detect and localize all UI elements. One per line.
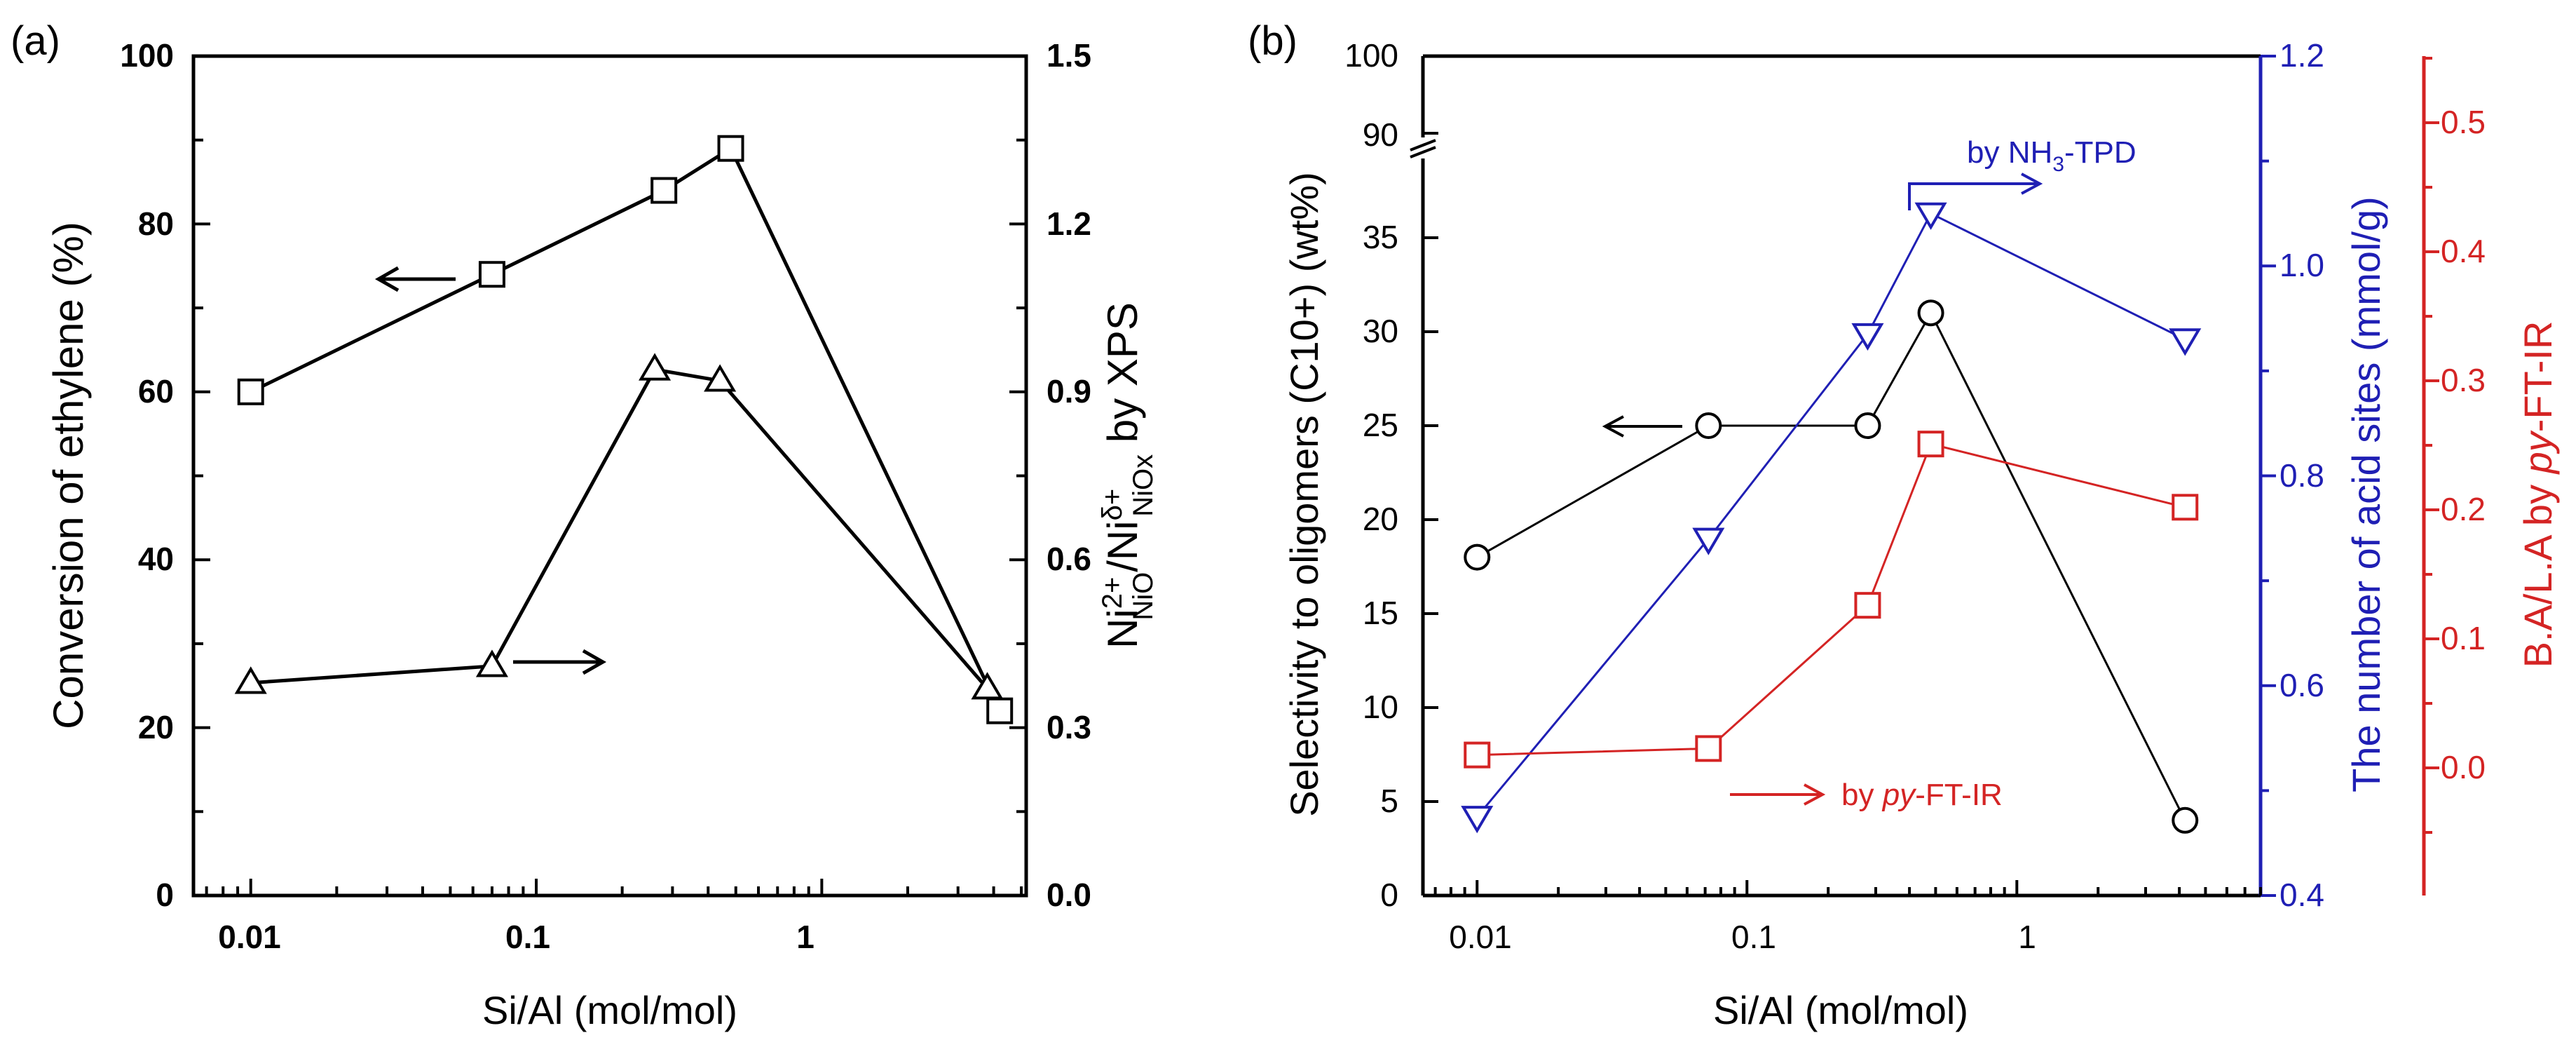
- b-series-1-point: [1914, 202, 1947, 230]
- a-series-0-point: [478, 261, 505, 288]
- a-right-tick-2: 0.6: [1047, 541, 1091, 577]
- b-left-tick-90: 90: [1363, 116, 1398, 153]
- panel-a: (a) 0 20 40 60 80 100 0.0 0.3 0.6 0.9 1.…: [11, 18, 1159, 1032]
- b-left-axis-title: Selectivity to oligomers (C10+) (wt%): [1282, 172, 1326, 817]
- b-arrow-py: [1730, 783, 1826, 806]
- a-left-tick-80: 80: [138, 205, 174, 242]
- panel-a-plot-frame: [191, 54, 1028, 898]
- b-right1-tick-0.8: 0.8: [2279, 457, 2324, 494]
- b-series-2-point: [1854, 592, 1881, 619]
- panel-b-right-axis-1-ticks: [2261, 55, 2276, 897]
- b-x-tick-0.1: 0.1: [1731, 919, 1776, 955]
- a-x-tick-0.1: 0.1: [505, 919, 550, 955]
- a-right-tick-1: 0.3: [1047, 709, 1091, 745]
- b-right1-tick-1.0: 1.0: [2279, 247, 2324, 283]
- b-right1-tick-0.6: 0.6: [2279, 667, 2324, 703]
- b-right1-tick-0.4: 0.4: [2279, 877, 2324, 913]
- b-series-1-point: [1461, 806, 1494, 834]
- b-series-0-point: [2172, 806, 2199, 834]
- a-right-tick-0: 0.0: [1047, 877, 1091, 913]
- a-left-tick-20: 20: [138, 709, 174, 745]
- b-left-tick-5: 5: [1380, 783, 1398, 819]
- panel-b-right-axis-2-ticks: [2424, 57, 2439, 834]
- panel-a-label: (a): [11, 18, 60, 64]
- b-left-tick-0: 0: [1380, 877, 1398, 913]
- b-series-2-point: [1464, 741, 1491, 769]
- b-x-tick-0.01: 0.01: [1449, 919, 1512, 955]
- b-series-1-point: [1851, 323, 1884, 351]
- b-right-axis-1-title: The number of acid sites (mmol/g): [2344, 196, 2388, 792]
- b-left-tick-25: 25: [1363, 407, 1398, 443]
- b-annotation-py-ftir: by py-FT-IR: [1841, 778, 2003, 812]
- b-x-axis-title: Si/Al (mol/mol): [1713, 988, 1968, 1032]
- panel-a-x-axis-ticks: [205, 879, 1023, 896]
- panel-b-x-axis-ticks: [1433, 880, 2262, 896]
- a-right-tick-5: 1.5: [1047, 37, 1091, 74]
- b-left-tick-30: 30: [1363, 313, 1398, 349]
- b-series-line-2: [1477, 442, 2186, 757]
- b-right2-tick-0.1: 0.1: [2441, 620, 2486, 656]
- b-right2-tick-0.4: 0.4: [2441, 233, 2486, 269]
- b-series-2-point: [1917, 431, 1944, 458]
- a-left-axis-title: Conversion of ethylene (%): [45, 222, 92, 729]
- panel-a-left-axis-ticks: [193, 55, 210, 897]
- b-series-0-point: [1695, 412, 1722, 439]
- b-right2-tick-0.3: 0.3: [2441, 362, 2486, 398]
- b-series-0-point: [1464, 543, 1491, 571]
- a-x-axis-title: Si/Al (mol/mol): [482, 988, 737, 1032]
- b-series-line-1: [1476, 212, 2186, 818]
- a-series-0-point: [986, 697, 1014, 724]
- b-right2-tick-0.2: 0.2: [2441, 491, 2486, 527]
- a-x-tick-1: 1: [796, 919, 815, 955]
- b-right2-tick-0.0: 0.0: [2441, 749, 2486, 785]
- a-right-tick-3: 0.9: [1047, 373, 1091, 410]
- b-series-0-point: [1854, 412, 1881, 439]
- b-right-axis-2-title: B.A/L.A by py-FT-IR: [2516, 321, 2560, 668]
- a-series-1-point: [971, 672, 1004, 700]
- a-series-1-point: [234, 666, 267, 694]
- b-series-line-0: [1476, 311, 2186, 821]
- b-left-tick-15: 15: [1363, 595, 1398, 631]
- a-left-tick-0: 0: [156, 877, 174, 913]
- a-arrow-to-right-axis: [513, 649, 607, 675]
- a-series-line-1: [250, 367, 989, 690]
- a-series-0-point: [650, 177, 678, 204]
- panel-b-frame: [1410, 54, 2261, 898]
- a-series-1-point: [475, 649, 508, 677]
- a-series-1-point: [704, 364, 737, 392]
- b-arrow-to-left-axis: [1602, 415, 1682, 438]
- b-series-2-point: [2172, 494, 2199, 521]
- b-series-0-point: [1917, 299, 1944, 327]
- b-left-tick-35: 35: [1363, 219, 1398, 255]
- b-left-tick-10: 10: [1363, 689, 1398, 725]
- panel-b-label: (b): [1248, 18, 1297, 64]
- panel-a-right-axis-ticks: [1009, 55, 1026, 897]
- a-series-1-point: [639, 353, 672, 381]
- panel-b-series: [1461, 202, 2202, 834]
- a-x-tick-0.01: 0.01: [218, 919, 281, 955]
- b-series-2-point: [1695, 735, 1722, 762]
- panel-a-series: [234, 135, 1014, 724]
- a-series-line-0: [250, 146, 1002, 712]
- b-series-1-point: [1692, 527, 1725, 555]
- b-annotation-nh3-tpd: by NH3-TPD: [1967, 135, 2137, 176]
- b-left-tick-100: 100: [1344, 37, 1398, 74]
- a-left-tick-60: 60: [138, 373, 174, 410]
- b-series-1-point: [2169, 328, 2202, 356]
- a-right-tick-4: 1.2: [1047, 205, 1091, 242]
- a-series-0-point: [717, 135, 744, 162]
- b-x-tick-1: 1: [2018, 919, 2036, 955]
- b-arrow-nh3: [1908, 173, 2043, 210]
- a-left-tick-40: 40: [138, 541, 174, 577]
- a-series-0-point: [237, 378, 264, 405]
- b-right1-tick-1.2: 1.2: [2279, 37, 2324, 74]
- b-right2-tick-0.5: 0.5: [2441, 104, 2486, 140]
- panel-b: (b) 0 5 10 15 20 25 30 35 90 100 0.4 0.6: [1248, 18, 2560, 1032]
- a-arrow-to-left-axis: [374, 266, 456, 292]
- b-left-tick-20: 20: [1363, 501, 1398, 537]
- panel-b-left-axis-ticks: [1423, 55, 1438, 897]
- a-left-tick-100: 100: [120, 37, 174, 74]
- a-right-axis-title: Ni2+NiO/Niδ+NiOx by XPS: [1097, 302, 1159, 649]
